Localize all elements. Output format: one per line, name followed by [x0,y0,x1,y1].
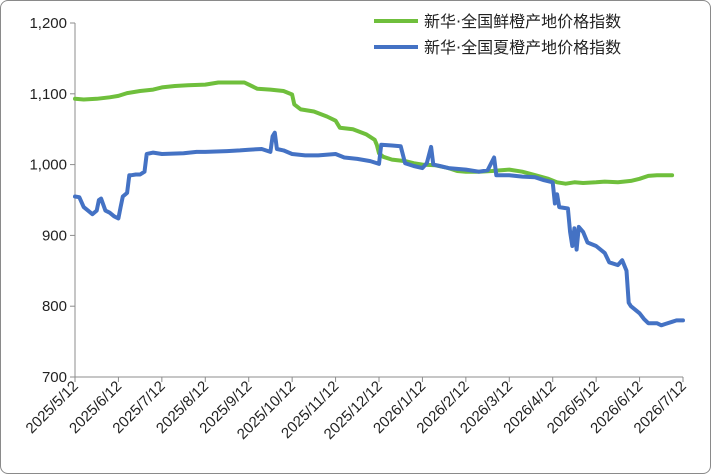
y-tick-label: 1,000 [29,157,67,174]
legend-label-fresh-orange: 新华·全国鲜橙产地价格指数 [424,12,621,31]
series-layer [73,80,685,328]
legend: 新华·全国鲜橙产地价格指数 新华·全国夏橙产地价格指数 [374,12,621,57]
y-tick-label: 900 [42,227,67,244]
y-tick-label: 800 [42,298,67,315]
axes: 7008009001,0001,1001,2002025/5/122025/6/… [23,15,690,443]
y-tick-label: 700 [42,369,67,386]
y-tick-label: 1,200 [29,15,67,32]
series-line-fresh-orange [73,80,675,186]
y-tick-label: 1,100 [29,86,67,103]
legend-label-summer-orange: 新华·全国夏橙产地价格指数 [424,38,621,57]
series-line-summer-orange [73,130,685,328]
legend-item-fresh-orange: 新华·全国鲜橙产地价格指数 [374,12,621,31]
legend-item-summer-orange: 新华·全国夏橙产地价格指数 [374,38,621,57]
